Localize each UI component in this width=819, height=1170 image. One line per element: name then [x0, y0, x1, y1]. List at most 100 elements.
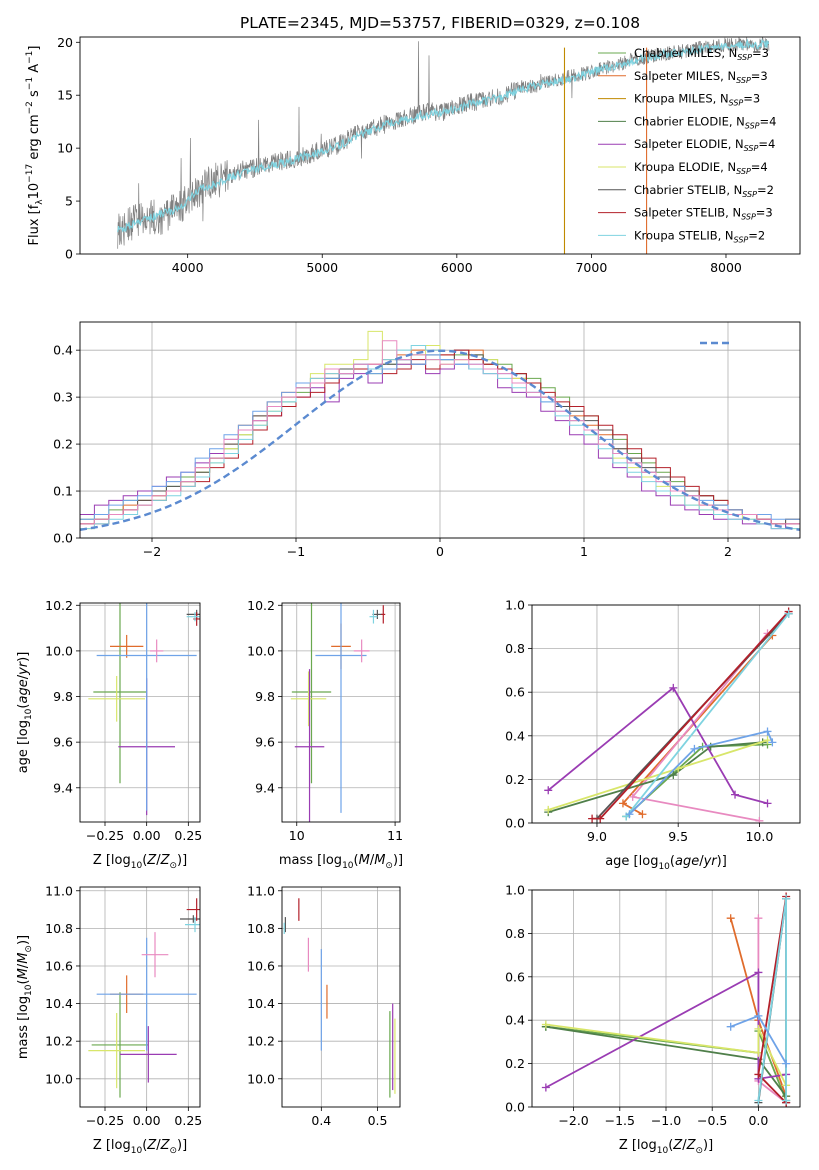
y-tick-label: 9.6 — [53, 735, 73, 750]
x-tick-label: −1 — [287, 544, 305, 559]
weight-marker — [690, 744, 699, 753]
ylabel-part: erg cm — [27, 114, 42, 163]
label-part: yr — [703, 854, 719, 869]
ylabel-part: λ — [35, 199, 45, 205]
panel-mass_vs_Z: −0.25 0.00 0.25 10.0 10.2 10.4 10.6 10.8 11.0 Z [… — [16, 883, 202, 1156]
y-tick-label: 0.4 — [53, 343, 73, 358]
y-tick-label: 10.0 — [247, 643, 275, 658]
label-part: / — [699, 854, 704, 869]
ylabel-part: Flux [f — [27, 204, 42, 245]
legend-label-base: Kroupa STELIB, N — [634, 228, 734, 242]
y-tick-label: 9.6 — [255, 735, 275, 750]
weight-marker — [763, 736, 772, 745]
label-part: mass [log — [279, 853, 342, 868]
weight-marker — [669, 683, 678, 692]
label-part: Z — [146, 853, 157, 868]
legend-label: Kroupa ELODIE, NSSP=4 — [634, 160, 768, 176]
legend-label-tail: =2 — [757, 183, 774, 197]
weight-marker — [731, 790, 740, 799]
ylabel-part: −2 — [25, 101, 35, 114]
plot-area — [283, 898, 396, 1098]
weight-marker — [782, 894, 791, 903]
y-tick-label: 15 — [57, 88, 73, 103]
x-tick-label: 4000 — [172, 260, 204, 275]
y-tick-label: 0.0 — [505, 816, 525, 831]
axes-frame — [79, 36, 801, 255]
x-tick-label: 11 — [387, 828, 403, 843]
ylabel-mass_vs_Z: mass [log10(M/M⊙)] — [16, 935, 34, 1059]
ylabel-part: −1 — [25, 51, 35, 64]
weight-marker — [782, 1096, 791, 1105]
plot-area — [117, 37, 770, 254]
label-part: ( — [16, 979, 31, 984]
y-tick-label: 9.4 — [255, 780, 275, 795]
y-tick-label: 10.2 — [45, 598, 73, 613]
label-part: ( — [142, 853, 147, 868]
x-tick-label: 7000 — [575, 260, 607, 275]
label-part: Z — [160, 1138, 171, 1153]
x-tick-label: 0.25 — [174, 828, 202, 843]
y-tick-label: 0.6 — [505, 685, 525, 700]
xlabel-mass_vs_Z: Z [log10(Z/Z⊙)] — [93, 1138, 187, 1156]
axes-frame — [531, 889, 801, 1108]
weight-marker — [754, 1011, 763, 1020]
label-part: M — [16, 953, 31, 964]
label-part: ( — [354, 853, 359, 868]
axes-frame — [79, 321, 801, 539]
x-tick-label: −1.5 — [605, 1113, 635, 1128]
label-part: 10 — [24, 708, 34, 720]
label-part: / — [16, 963, 31, 968]
y-tick-label: 0.4 — [505, 1013, 525, 1028]
x-tick-label: −0.25 — [86, 1113, 124, 1128]
weight-line-0 — [625, 743, 768, 818]
xlabel-weight_vs_age: age [log10(age/yr)] — [605, 854, 727, 872]
y-tick-label: 0.8 — [505, 641, 525, 656]
weight-line-8 — [757, 898, 787, 1101]
xlabel-weight_vs_Z: Z [log10(Z/Z⊙)] — [619, 1138, 713, 1156]
label-part: M — [359, 853, 370, 868]
y-tick-label: 0.2 — [53, 437, 73, 452]
y-tick-label: 10.0 — [45, 1071, 73, 1086]
axes-frame — [281, 602, 401, 823]
x-tick-label: −0.5 — [697, 1113, 727, 1128]
panel-age_vs_Z: −0.25 0.00 0.259.49.69.810.010.2Z [log10(Z… — [16, 598, 202, 871]
x-tick-label: 10 — [289, 828, 305, 843]
y-tick-label: 0.6 — [505, 969, 525, 984]
ylabel-part: ] — [27, 46, 42, 51]
y-tick-label: 0.2 — [505, 772, 525, 787]
legend-label: Chabrier ELODIE, NSSP=4 — [634, 114, 776, 130]
weight-marker — [618, 799, 627, 808]
label-part: 10 — [131, 1146, 143, 1156]
weight-marker — [782, 1059, 791, 1068]
plot-area — [88, 898, 200, 1098]
weight-marker — [638, 810, 647, 819]
label-part: ⊙ — [385, 861, 393, 871]
legend-label-sub: SSP — [741, 213, 756, 222]
label-part: age — [16, 679, 31, 703]
panel-weight_vs_Z: −2.0 −1.5 −1.0 −0.5 0.0 0.0 0.2 0.4 0.6 0.8 1.0 Z [… — [505, 883, 801, 1156]
y-tick-label: 0.0 — [53, 531, 73, 546]
legend-label: Salpeter STELIB, NSSP=3 — [634, 206, 773, 222]
label-part: Z — [160, 853, 171, 868]
weight-line-5 — [545, 1023, 787, 1086]
legend-label-base: Salpeter STELIB, N — [634, 206, 741, 220]
weight-line-9 — [628, 730, 774, 815]
plot-area — [544, 607, 793, 823]
x-tick-label: 1 — [580, 544, 588, 559]
label-part: )] — [393, 853, 403, 868]
label-part: M — [374, 853, 385, 868]
weight-marker — [763, 727, 772, 736]
plot-area — [88, 603, 200, 816]
legend-label-base: Kroupa MILES, N — [634, 92, 729, 106]
legend-label-sub: SSP — [736, 76, 751, 85]
y-tick-label: 10.6 — [247, 958, 275, 973]
y-tick-label: 10.4 — [45, 996, 73, 1011]
x-tick-label: −2.0 — [558, 1113, 588, 1128]
weight-marker — [768, 738, 777, 747]
y-tick-label: 20 — [57, 35, 73, 50]
y-tick-label: 5 — [65, 194, 73, 209]
legend-label: Kroupa STELIB, NSSP=2 — [634, 228, 765, 244]
